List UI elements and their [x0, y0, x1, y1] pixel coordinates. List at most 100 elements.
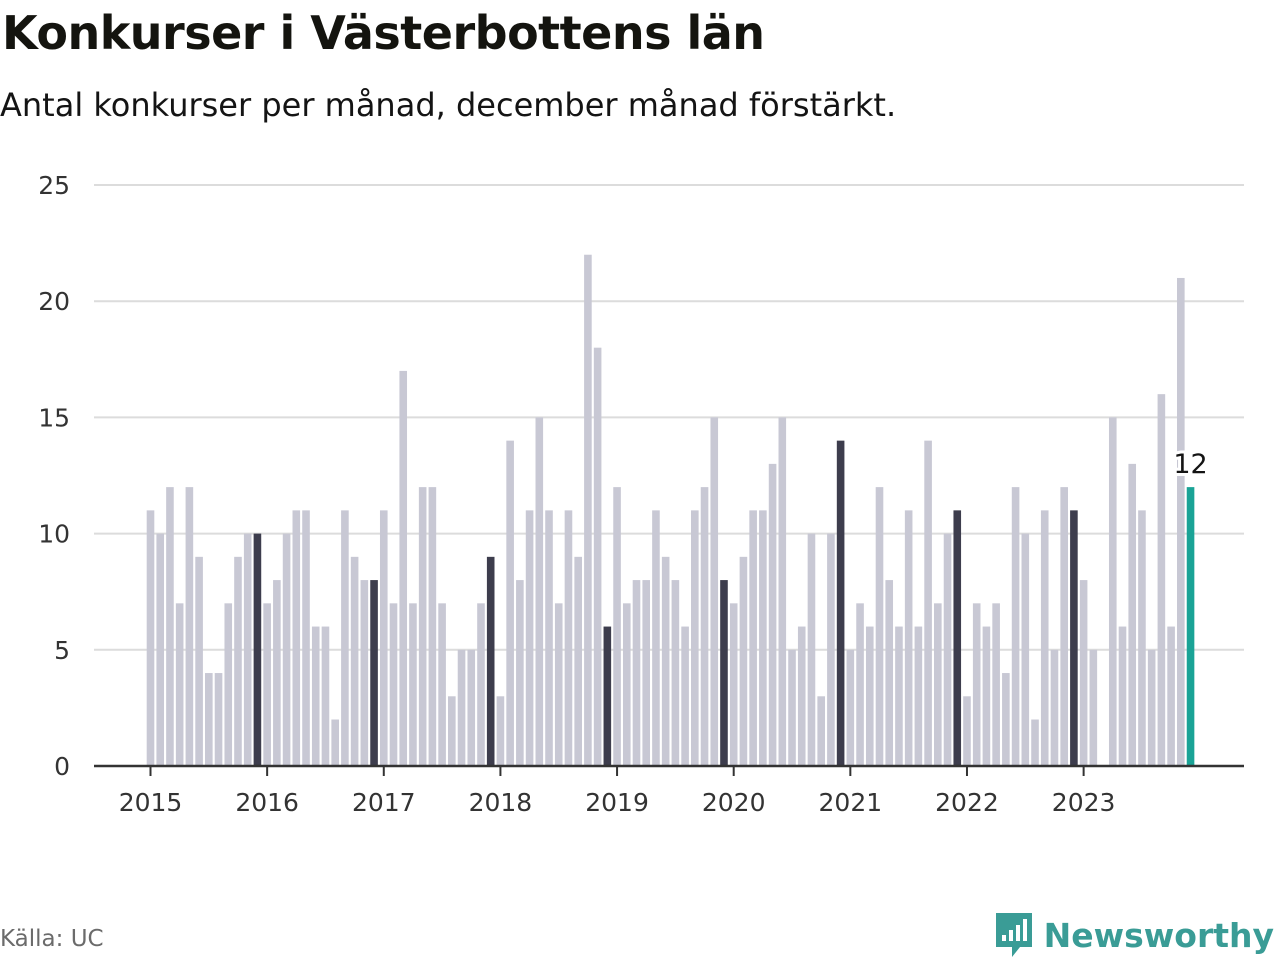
bar	[836, 440, 845, 766]
bar	[700, 487, 709, 766]
bar	[603, 626, 612, 766]
bar	[865, 626, 874, 766]
y-tick-label: 20	[38, 287, 70, 316]
bar	[1021, 533, 1030, 766]
bar	[360, 580, 369, 766]
bar	[350, 556, 359, 766]
data-labels: 12	[1170, 446, 1210, 483]
x-tick-label: 2018	[469, 788, 533, 817]
bar	[1040, 510, 1049, 766]
bar	[904, 510, 913, 766]
bar	[554, 603, 563, 766]
bar	[1011, 487, 1020, 766]
bar	[477, 603, 485, 766]
bar	[652, 510, 660, 766]
bar	[729, 603, 738, 766]
bar	[545, 510, 553, 766]
bar	[302, 510, 310, 766]
bar	[175, 603, 184, 766]
bar	[671, 580, 680, 766]
bar	[379, 510, 388, 766]
bar	[486, 556, 495, 766]
bar	[972, 603, 981, 766]
bar	[1060, 487, 1068, 766]
bar	[448, 696, 456, 766]
bar	[399, 370, 408, 766]
x-tick-label: 2019	[585, 788, 649, 817]
bar	[564, 510, 573, 766]
bar	[1031, 719, 1039, 766]
bar	[632, 580, 641, 766]
bar	[914, 626, 923, 766]
bar	[1157, 394, 1166, 766]
bar	[846, 649, 855, 766]
bar	[875, 487, 884, 766]
bar	[720, 580, 728, 766]
bar	[389, 603, 398, 766]
bar	[1138, 510, 1146, 766]
chart-subtitle: Antal konkurser per månad, december måna…	[0, 86, 897, 124]
bar	[185, 487, 194, 766]
y-tick-label: 0	[54, 752, 70, 781]
bar	[234, 556, 242, 766]
bar	[827, 533, 835, 766]
bar	[292, 510, 301, 766]
bar	[146, 510, 155, 766]
bar	[457, 649, 466, 766]
bar	[797, 626, 806, 766]
bar	[214, 673, 223, 766]
y-tick-label: 5	[54, 636, 70, 665]
bar	[768, 463, 777, 766]
newsworthy-logo-icon	[995, 913, 1032, 957]
bar	[1128, 463, 1137, 766]
bar	[282, 533, 291, 766]
y-tick-label: 15	[38, 403, 70, 432]
bar	[691, 510, 699, 766]
bar	[622, 603, 631, 766]
x-tick-label: 2020	[702, 788, 766, 817]
bar	[710, 417, 719, 766]
bar	[263, 603, 271, 766]
x-tick-label: 2017	[352, 788, 416, 817]
bar	[467, 649, 476, 766]
bar	[661, 556, 670, 766]
bar	[418, 487, 427, 766]
bar	[574, 556, 582, 766]
source-note: Källa: UC	[0, 926, 104, 952]
bar	[243, 533, 252, 766]
bar	[535, 417, 544, 766]
bar	[496, 696, 505, 766]
bar	[982, 626, 991, 766]
bar	[749, 510, 757, 766]
bar	[1079, 580, 1088, 766]
bar	[642, 580, 651, 766]
bar	[807, 533, 816, 766]
bar	[273, 580, 281, 766]
bar	[311, 626, 320, 766]
x-tick-label: 2023	[1052, 788, 1116, 817]
y-tick-label: 25	[38, 171, 70, 200]
bar	[409, 603, 417, 766]
bar	[943, 533, 952, 766]
bar	[370, 580, 378, 766]
latest-value-label: 12	[1173, 449, 1207, 480]
bar	[1002, 673, 1010, 766]
bar	[428, 487, 437, 766]
bar	[506, 440, 514, 766]
bar	[788, 649, 796, 766]
bar	[1070, 510, 1078, 766]
bar	[341, 510, 349, 766]
bars	[146, 254, 1195, 766]
bar	[856, 603, 864, 766]
x-tick-label: 2015	[119, 788, 183, 817]
bar	[205, 673, 213, 766]
bar	[584, 254, 592, 766]
bar	[1108, 417, 1117, 766]
bar	[759, 510, 767, 766]
x-axis: 2015 2016 2017 2018 2019 2020 2021 2022 2023	[94, 764, 1244, 817]
bar	[331, 719, 339, 766]
bar	[1147, 649, 1156, 766]
bar	[885, 580, 894, 766]
chart-title: Konkurser i Västerbottens län	[2, 6, 765, 60]
